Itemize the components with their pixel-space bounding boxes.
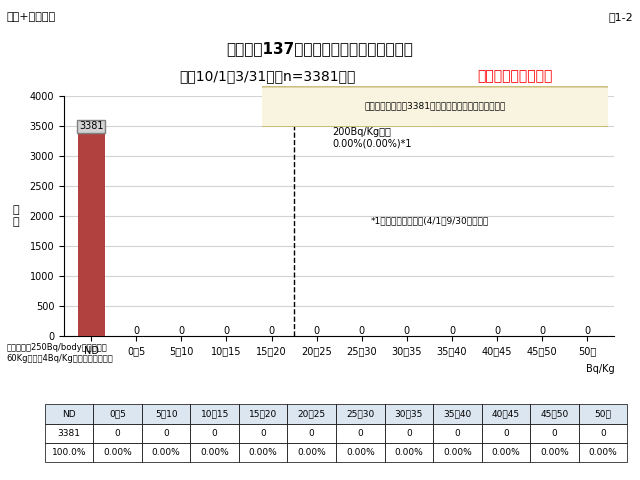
Text: 0: 0 <box>178 326 184 336</box>
Bar <box>77 133 104 336</box>
Text: 0: 0 <box>268 326 275 336</box>
Text: 3381: 3381 <box>79 121 103 132</box>
Text: 子供（中学生以下）: 子供（中学生以下） <box>477 70 552 84</box>
Text: セシウム137の体内放射能量別の被験者数: セシウム137の体内放射能量別の被験者数 <box>227 41 413 56</box>
Text: 通期10/1〜3/31　（n=3381）: 通期10/1〜3/31 （n=3381） <box>179 70 356 84</box>
Text: 0: 0 <box>584 326 590 336</box>
Text: 0: 0 <box>449 326 455 336</box>
Text: 0: 0 <box>494 326 500 336</box>
Text: 200Bq/Kg以上
0.00%(0.00%)*1: 200Bq/Kg以上 0.00%(0.00%)*1 <box>332 127 412 148</box>
Text: 検出限界は250Bq/bodyです。体重
60Kgの方で4Bq/Kg程度になります。: 検出限界は250Bq/bodyです。体重 60Kgの方で4Bq/Kg程度になりま… <box>6 343 113 362</box>
Text: 0: 0 <box>404 326 410 336</box>
Text: 図1-2: 図1-2 <box>609 12 634 22</box>
Y-axis label: 人
数: 人 数 <box>12 205 19 227</box>
Text: *1（）は、前期調査(4/1〜9/30）の割合: *1（）は、前期調査(4/1〜9/30）の割合 <box>371 216 489 225</box>
FancyBboxPatch shape <box>252 87 615 127</box>
Text: 0: 0 <box>314 326 320 336</box>
Text: 今回検査を受けた3381名全員が検出限界以下でした。: 今回検査を受けた3381名全員が検出限界以下でした。 <box>365 101 506 110</box>
Text: 0: 0 <box>358 326 365 336</box>
Text: 0: 0 <box>539 326 545 336</box>
Text: 一般+学校検診: 一般+学校検診 <box>6 12 56 22</box>
Text: 0: 0 <box>133 326 140 336</box>
Text: 0: 0 <box>223 326 230 336</box>
Text: Bq/Kg: Bq/Kg <box>586 364 614 374</box>
